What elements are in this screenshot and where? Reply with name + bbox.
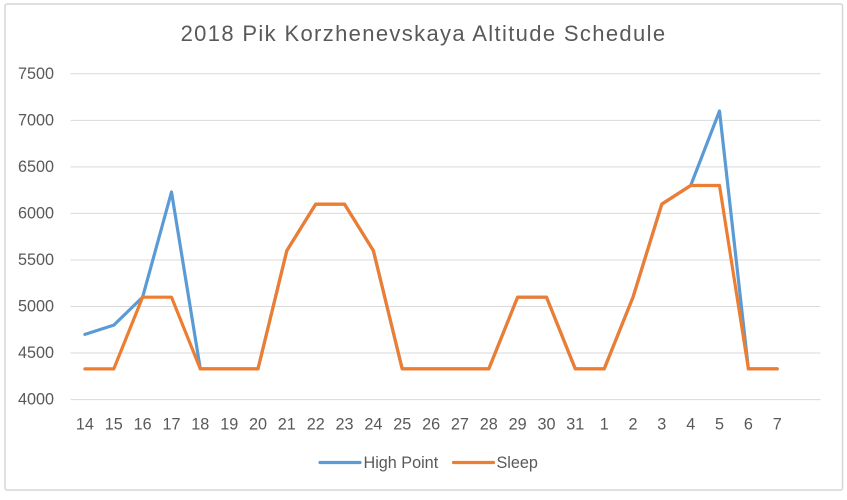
svg-text:19: 19	[220, 415, 238, 433]
svg-text:29: 29	[509, 415, 527, 433]
svg-text:4500: 4500	[18, 344, 54, 362]
svg-text:23: 23	[335, 415, 353, 433]
svg-text:22: 22	[307, 415, 325, 433]
svg-text:28: 28	[480, 415, 498, 433]
svg-text:4000: 4000	[18, 391, 54, 409]
svg-text:3: 3	[657, 415, 666, 433]
svg-text:High Point: High Point	[364, 454, 439, 472]
svg-text:27: 27	[451, 415, 469, 433]
svg-text:6: 6	[744, 415, 753, 433]
svg-text:Sleep: Sleep	[497, 454, 538, 472]
svg-text:7: 7	[773, 415, 782, 433]
svg-text:16: 16	[134, 415, 152, 433]
svg-text:7000: 7000	[18, 111, 54, 129]
svg-text:6000: 6000	[18, 204, 54, 222]
svg-text:31: 31	[566, 415, 584, 433]
svg-text:7500: 7500	[18, 65, 54, 83]
svg-text:24: 24	[364, 415, 382, 433]
svg-text:1: 1	[600, 415, 609, 433]
svg-text:5500: 5500	[18, 251, 54, 269]
svg-text:2: 2	[628, 415, 637, 433]
svg-text:30: 30	[537, 415, 555, 433]
svg-text:17: 17	[162, 415, 180, 433]
svg-text:25: 25	[393, 415, 411, 433]
svg-text:15: 15	[105, 415, 123, 433]
svg-text:5000: 5000	[18, 298, 54, 316]
svg-text:6500: 6500	[18, 158, 54, 176]
svg-text:5: 5	[715, 415, 724, 433]
svg-text:4: 4	[686, 415, 695, 433]
svg-text:26: 26	[422, 415, 440, 433]
svg-text:21: 21	[278, 415, 296, 433]
svg-text:20: 20	[249, 415, 267, 433]
svg-text:18: 18	[191, 415, 209, 433]
svg-text:14: 14	[76, 415, 94, 433]
svg-text:2018 Pik Korzhenevskaya Altitu: 2018 Pik Korzhenevskaya Altitude Schedul…	[181, 21, 667, 46]
